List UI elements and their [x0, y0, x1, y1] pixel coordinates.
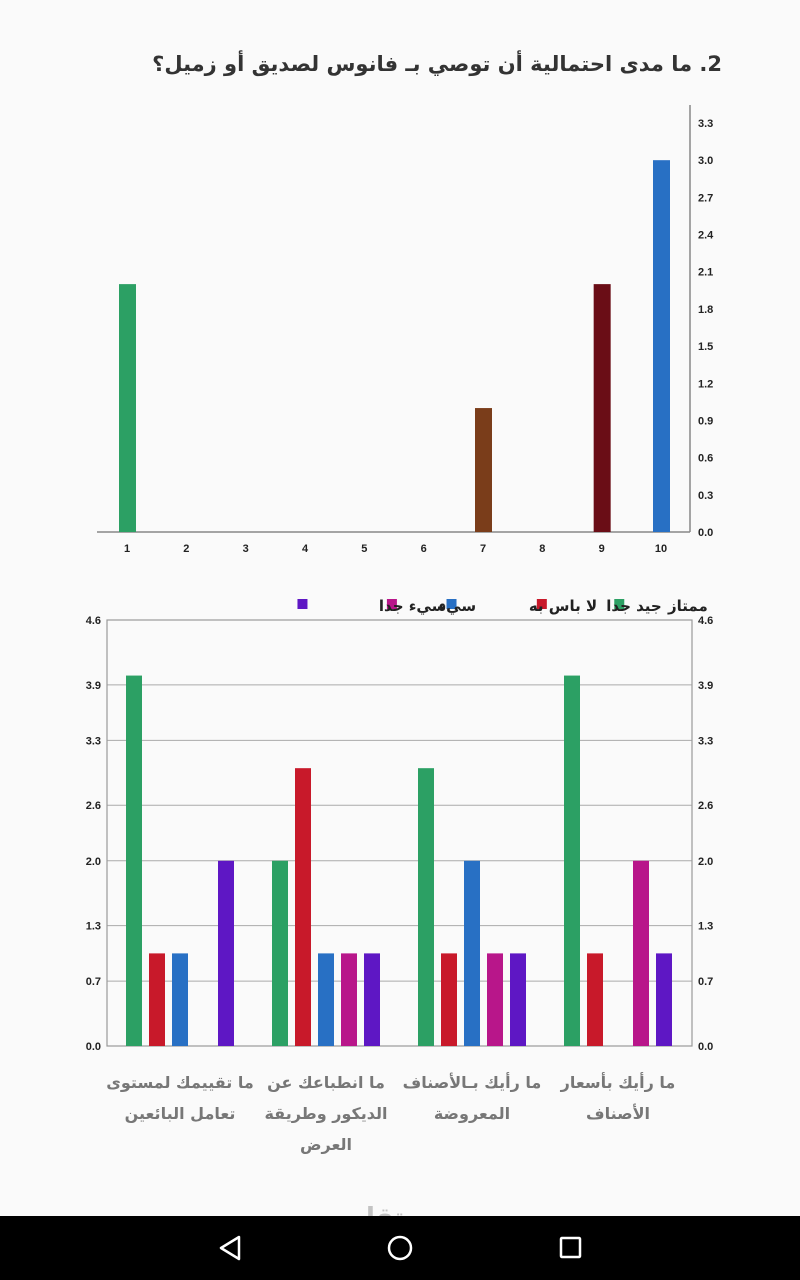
y-tick-label-right: 0.7 [698, 976, 713, 988]
y-tick-label: 2.7 [698, 192, 713, 204]
y-tick-label: 3.0 [698, 155, 713, 167]
legend-label: لا باس به [529, 597, 597, 615]
legend-swatch [614, 599, 625, 609]
bar [564, 675, 580, 1046]
legend-swatch [386, 599, 397, 609]
navigation-bar [0, 1216, 800, 1280]
bar [633, 860, 649, 1046]
bar [272, 860, 288, 1046]
y-tick-label: 1.2 [698, 378, 713, 390]
legend-label: سيء [439, 597, 477, 615]
y-tick-label-left: 2.0 [86, 856, 101, 868]
ratings-chart: 0.0 0.0 0.7 0.7 1.3 1.3 2.0 2.0 2.6 2.6 3.3 3.3 3.9 3… [86, 597, 714, 1154]
y-tick-label-right: 3.9 [698, 680, 713, 692]
x-tick-label: 4 [302, 543, 309, 555]
x-tick-label: 5 [361, 543, 367, 555]
y-tick-label: 0.3 [698, 490, 713, 502]
y-tick-label-right: 3.3 [698, 735, 713, 747]
bar [441, 953, 457, 1046]
y-tick-label: 2.1 [698, 267, 713, 279]
category-label: ما رأيك بـالأصناف [403, 1072, 542, 1092]
recommendation-chart: 0.0 0.3 0.6 0.9 1.2 1.5 1.8 2.1 2.4 2.7 3.0 3.3 1 2 3 4… [97, 105, 714, 555]
y-tick-label-right: 1.3 [698, 921, 713, 933]
y-tick-label: 1.5 [698, 341, 713, 353]
back-icon[interactable] [215, 1233, 245, 1263]
bar [295, 768, 311, 1046]
bar [119, 284, 136, 532]
category-label: العرض [300, 1135, 352, 1154]
y-tick-label-left: 0.0 [86, 1041, 101, 1053]
x-tick-label: 8 [539, 543, 545, 555]
recents-icon[interactable] [556, 1233, 586, 1263]
category-label: ما انطباعك عن [267, 1073, 385, 1092]
chart-title: 2. ما مدى احتمالية أن توصي بـ فانوس لصدي… [152, 52, 722, 76]
legend-label: سيء جدا [379, 597, 446, 615]
bar [218, 860, 234, 1046]
x-tick-label: 10 [655, 543, 667, 555]
bar [126, 675, 142, 1046]
plot-frame [106, 619, 693, 1047]
bar [593, 284, 611, 532]
y-tick-label: 1.8 [698, 304, 713, 316]
bar [341, 953, 357, 1046]
y-tick-label-right: 0.0 [698, 1041, 713, 1053]
legend-label: جيد جدا [606, 597, 661, 615]
bar [418, 768, 434, 1046]
y-tick-label-right: 4.6 [698, 615, 713, 627]
y-tick-label-left: 2.6 [86, 800, 101, 812]
bar [656, 953, 672, 1046]
x-tick-label: 9 [599, 543, 605, 555]
category-label: ما تقييمك لمستوى [106, 1073, 254, 1092]
y-tick-label-left: 3.9 [86, 680, 101, 692]
y-tick-label-right: 2.6 [698, 800, 713, 812]
legend-swatch [446, 599, 457, 609]
y-tick-label: 0.0 [698, 527, 713, 539]
category-label: الديكور وطريقة [264, 1104, 387, 1123]
bar [149, 953, 165, 1046]
y-tick-label-right: 2.0 [698, 856, 713, 868]
bar [364, 953, 380, 1046]
category-label: ما رأيك بأسعار [560, 1072, 676, 1092]
legend-swatch [536, 599, 547, 609]
y-tick-label-left: 0.7 [86, 976, 101, 988]
category-label: المعروضة [434, 1104, 510, 1123]
x-tick-label: 7 [480, 543, 486, 555]
bar [318, 953, 334, 1046]
bar [475, 408, 492, 532]
y-tick-label: 0.6 [698, 453, 713, 465]
category-label: تعامل البائعين [125, 1104, 236, 1123]
bar [172, 953, 188, 1046]
y-tick-label-left: 3.3 [86, 735, 101, 747]
legend-swatch [297, 599, 308, 609]
x-tick-label: 3 [243, 543, 249, 555]
y-tick-label: 2.4 [698, 230, 714, 242]
y-tick-label: 0.9 [698, 415, 713, 427]
bar [464, 860, 480, 1046]
bar [510, 953, 526, 1046]
category-label: الأصناف [586, 1104, 650, 1123]
y-tick-label: 3.3 [698, 118, 713, 130]
y-tick-label-left: 4.6 [86, 615, 101, 627]
bar [487, 953, 503, 1046]
home-icon[interactable] [385, 1233, 415, 1263]
x-tick-label: 1 [124, 543, 130, 555]
bar [587, 953, 603, 1046]
x-tick-label: 2 [183, 543, 189, 555]
y-tick-label-left: 1.3 [86, 921, 101, 933]
x-tick-label: 6 [421, 543, 427, 555]
legend-label: ممتاز [667, 597, 708, 615]
bar [653, 160, 670, 532]
